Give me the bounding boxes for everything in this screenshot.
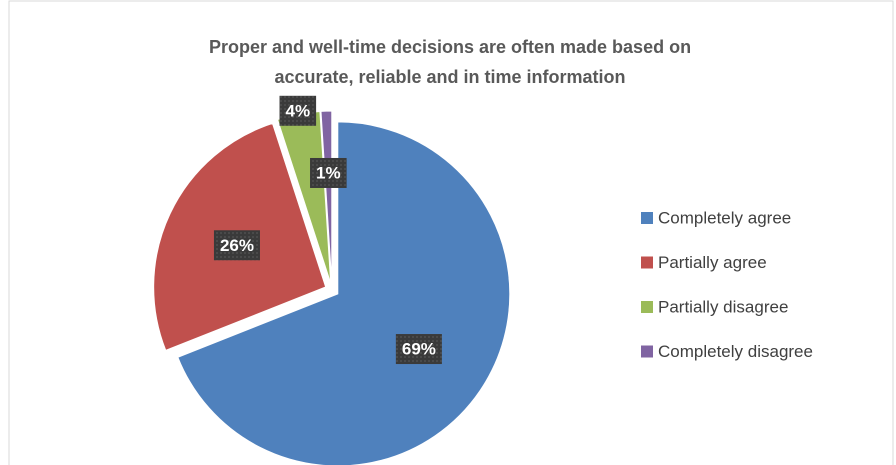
chart-title: Proper and well-time decisions are often… bbox=[209, 37, 691, 57]
chart-title: accurate, reliable and in time informati… bbox=[274, 67, 625, 87]
legend-swatch bbox=[641, 212, 653, 224]
value-label: 26% bbox=[220, 236, 254, 255]
value-label: 69% bbox=[402, 340, 436, 359]
value-label: 4% bbox=[286, 101, 311, 120]
legend-swatch bbox=[641, 256, 653, 269]
value-label-box bbox=[395, 334, 442, 365]
value-label-box bbox=[213, 230, 260, 261]
legend-label: Partially agree bbox=[658, 253, 767, 272]
value-label-box bbox=[310, 157, 347, 188]
legend-swatch bbox=[641, 301, 653, 313]
value-label-box bbox=[279, 95, 317, 126]
legend-label: Completely agree bbox=[658, 208, 791, 227]
value-label: 1% bbox=[316, 163, 341, 182]
legend-label: Partially disagree bbox=[658, 297, 788, 316]
pie-slice bbox=[177, 121, 511, 465]
legend-label: Completely disagree bbox=[658, 342, 813, 361]
pie-slice bbox=[320, 110, 333, 284]
legend-swatch bbox=[641, 345, 653, 358]
